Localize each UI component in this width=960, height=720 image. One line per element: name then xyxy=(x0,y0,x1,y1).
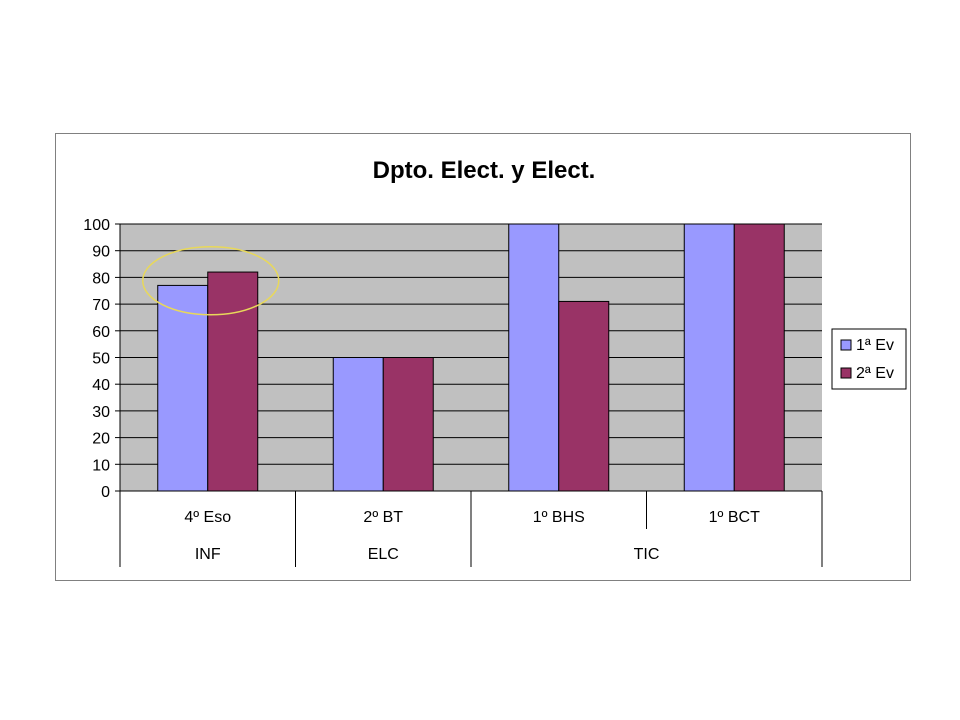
legend-box xyxy=(831,328,907,390)
x-category-label: 2º BT xyxy=(363,509,403,526)
bar-2-3 xyxy=(733,223,785,492)
axis-labels: 0 10 20 30 40 50 60 70 80 90 100 4º Eso 2º BT 1º BHS 1… xyxy=(83,217,760,563)
annotations xyxy=(142,245,280,316)
bar-1-2 xyxy=(508,223,560,492)
legend-swatch-1a-ev xyxy=(840,339,852,351)
y-tick-label: 40 xyxy=(92,377,110,394)
bars xyxy=(157,223,785,492)
y-tick-label: 10 xyxy=(92,457,110,474)
chart-frame: Dpto. Elect. y Elect. 0 10 20 30 40 50 60 70 80 9… xyxy=(55,133,911,581)
x-category-label: 4º Eso xyxy=(184,509,231,526)
y-tick-label: 60 xyxy=(92,324,110,341)
y-tick-label: 50 xyxy=(92,351,110,368)
y-tick-label: 100 xyxy=(83,217,110,234)
y-tick-label: 90 xyxy=(92,244,110,261)
bar-1-3 xyxy=(683,223,735,492)
highlight-ellipse xyxy=(142,245,280,316)
x-category-label: 1º BHS xyxy=(533,509,585,526)
axes xyxy=(115,223,823,567)
bar-2-0 xyxy=(207,271,259,492)
y-tick-label: 80 xyxy=(92,270,110,287)
x-group-label: ELC xyxy=(368,546,399,563)
bar-2-1 xyxy=(382,357,434,492)
y-tick-label: 0 xyxy=(101,484,110,501)
x-group-label: INF xyxy=(195,546,221,563)
legend-label-2a-ev: 2ª Ev xyxy=(856,365,894,382)
legend: 1ª Ev 2ª Ev xyxy=(831,328,907,390)
bar-1-1 xyxy=(332,357,384,492)
chart-svg: Dpto. Elect. y Elect. 0 10 20 30 40 50 60 70 80 9… xyxy=(83,157,907,567)
legend-label-1a-ev: 1ª Ev xyxy=(856,337,894,354)
bar-1-0 xyxy=(157,284,209,492)
x-category-label: 1º BCT xyxy=(709,509,760,526)
y-tick-label: 20 xyxy=(92,431,110,448)
x-group-label: TIC xyxy=(634,546,660,563)
y-tick-label: 30 xyxy=(92,404,110,421)
bar-2-2 xyxy=(558,300,610,492)
y-tick-label: 70 xyxy=(92,297,110,314)
legend-swatch-2a-ev xyxy=(840,367,852,379)
chart-title: Dpto. Elect. y Elect. xyxy=(373,157,596,184)
